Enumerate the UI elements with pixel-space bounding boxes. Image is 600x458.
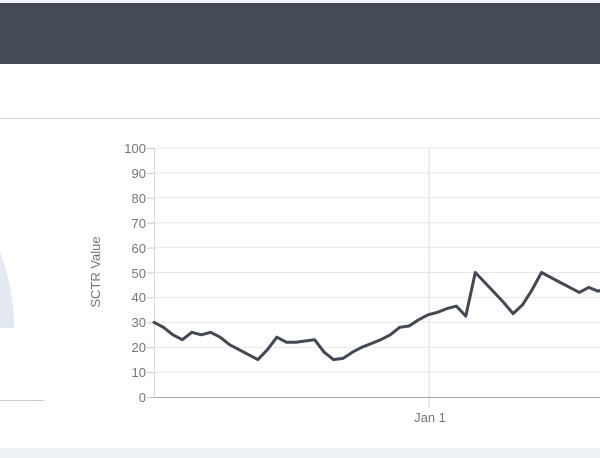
y-tick-label: 70 [131, 215, 146, 231]
top-edge-strip [0, 0, 600, 3]
y-tick-label: 30 [131, 315, 146, 331]
y-tick-label: 20 [131, 340, 146, 356]
gauge-baseline-fragment [0, 400, 44, 401]
header-divider [0, 118, 600, 119]
y-tick-label: 50 [131, 265, 146, 281]
y-tick-label: 10 [131, 365, 146, 381]
y-tick-label: 90 [131, 165, 146, 181]
series-line-sctr-value [152, 271, 600, 362]
bottom-edge-strip [0, 448, 600, 458]
y-tick-label: 60 [131, 240, 146, 256]
y-tick-label: 40 [131, 290, 146, 306]
y-axis-tick-labels: 0 10 20 30 40 50 60 70 80 90 100 [0, 0, 146, 458]
y-axis-title: SCTR Value [88, 236, 103, 308]
y-tick-label: 80 [131, 190, 146, 206]
app-header-bar [0, 3, 600, 64]
x-axis-tick-label: Jan 1 [414, 410, 446, 425]
y-tick-label: 0 [138, 390, 146, 405]
y-tick-label: 100 [124, 141, 146, 156]
